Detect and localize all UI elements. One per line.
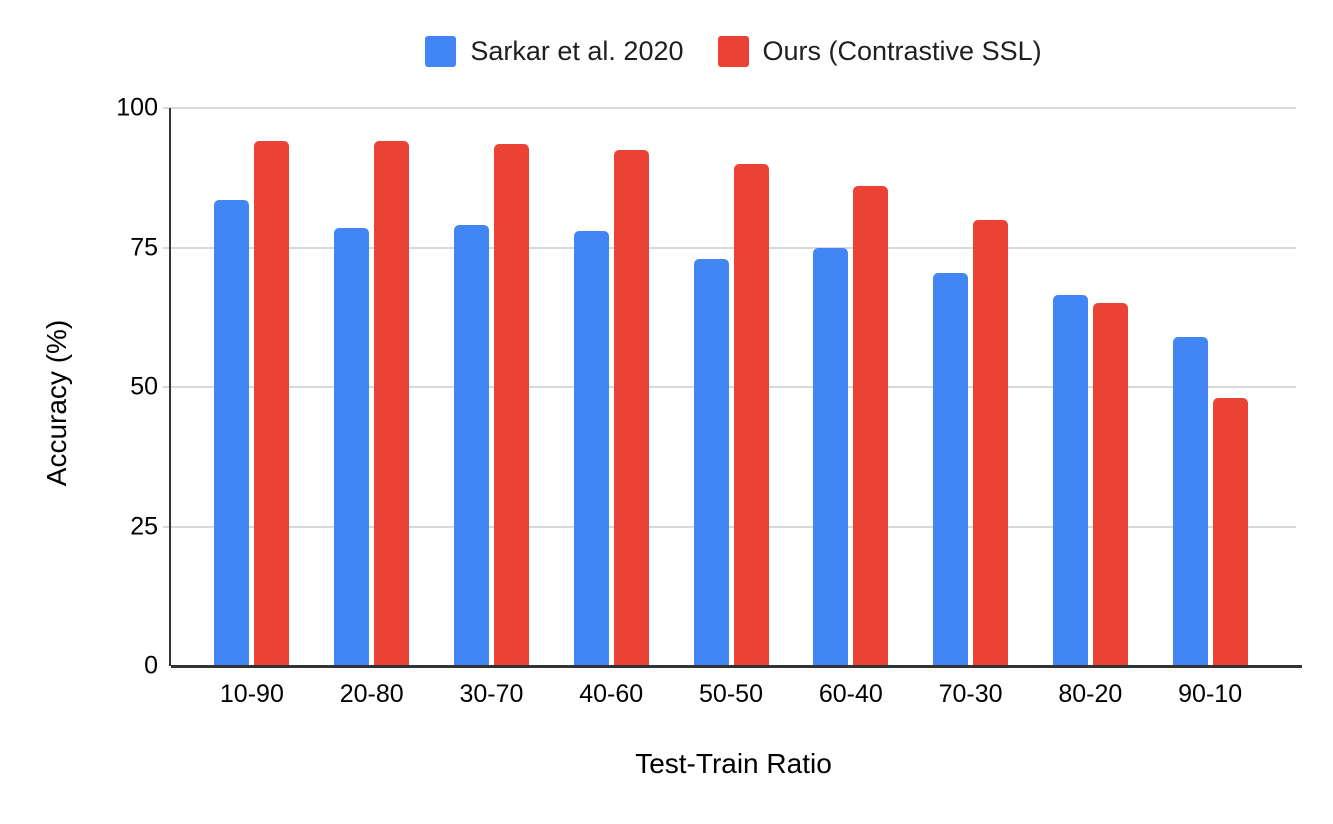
legend-label: Ours (Contrastive SSL): [762, 36, 1042, 66]
bar-pair-40-60: [573, 149, 649, 666]
y-axis-title: Accuracy (%): [41, 319, 72, 487]
bar-group-90-10: [1150, 108, 1270, 666]
plot-area: [163, 107, 1302, 668]
x-label-slot-30-70: 30-70: [432, 679, 552, 709]
bar-90-10-series2: [1212, 398, 1248, 666]
legend-label: Sarkar et al. 2020: [470, 36, 684, 66]
bar-60-40-series1: [813, 247, 849, 666]
bar-80-20-series2: [1092, 303, 1128, 666]
x-tick-label-70-30: 70-30: [938, 680, 1003, 708]
x-label-slot-50-50: 50-50: [671, 679, 791, 709]
x-tick-label-50-50: 50-50: [699, 680, 763, 708]
bar-pair-90-10: [1172, 336, 1248, 666]
y-tick-label-100: 100: [116, 93, 158, 122]
bar-80-20-series1: [1052, 294, 1088, 666]
bar-30-70-series1: [453, 225, 489, 666]
x-label-slot-60-40: 60-40: [791, 679, 911, 709]
x-label-slot-90-10: 90-10: [1150, 679, 1270, 709]
bar-group-70-30: [911, 108, 1031, 666]
x-tick-label-90-10: 90-10: [1178, 680, 1243, 708]
x-axis-title: Test-Train Ratio: [635, 748, 832, 779]
gridline-25: [163, 525, 1296, 528]
bar-70-30-series2: [973, 219, 1009, 666]
bar-group-20-80: [312, 108, 432, 666]
gridline-75: [163, 246, 1296, 249]
bars-row: [171, 108, 1296, 666]
bar-60-40-series2: [853, 186, 889, 666]
bar-40-60-series1: [573, 230, 609, 666]
legend-swatch: [717, 36, 749, 67]
bar-pair-60-40: [813, 186, 889, 666]
legend-item-1: Sarkar et al. 2020: [425, 36, 684, 67]
y-tick-label-25: 25: [130, 512, 158, 540]
bar-group-60-40: [791, 108, 911, 666]
bar-20-80-series1: [334, 227, 370, 666]
y-tick-label-50: 50: [130, 372, 158, 401]
x-axis-line: [171, 665, 1302, 668]
bar-pair-50-50: [693, 163, 769, 666]
x-tick-label-20-80: 20-80: [339, 680, 404, 708]
x-tick-label-10-90: 10-90: [219, 680, 284, 708]
bar-pair-30-70: [453, 144, 529, 666]
bar-10-90-series2: [254, 141, 290, 666]
bar-group-50-50: [671, 108, 791, 666]
x-tick-label-40-60: 40-60: [579, 680, 644, 708]
bar-pair-80-20: [1052, 294, 1128, 666]
bar-30-70-series2: [493, 144, 529, 666]
bar-group-30-70: [432, 108, 552, 666]
bar-pair-70-30: [933, 219, 1009, 666]
bar-40-60-series2: [613, 149, 649, 666]
gridline-100: [163, 107, 1296, 109]
bar-group-40-60: [551, 108, 671, 666]
legend-item-2: Ours (Contrastive SSL): [717, 36, 1042, 67]
y-tick-labels: 0 25 50 75 100: [0, 95, 158, 678]
x-label-slot-20-80: 20-80: [312, 679, 432, 709]
x-label-slot-70-30: 70-30: [911, 679, 1031, 709]
bar-20-80-series2: [374, 141, 410, 666]
y-tick-label-0: 0: [144, 651, 158, 680]
gridline-50: [163, 386, 1296, 388]
bar-10-90-series1: [214, 200, 250, 666]
x-tick-label-30-70: 30-70: [459, 680, 524, 708]
y-tick-label-75: 75: [130, 233, 158, 261]
x-label-slot-80-20: 80-20: [1030, 679, 1150, 709]
x-labels-row: 10-90 20-80 30-70 40-60 50-50 60-40 70-30 80-20…: [171, 679, 1296, 709]
bar-70-30-series1: [933, 272, 969, 666]
y-axis-line: [169, 108, 171, 666]
legend: Sarkar et al. 2020 Ours (Contrastive SSL): [171, 36, 1296, 67]
x-label-slot-10-90: 10-90: [192, 679, 312, 709]
x-tick-label-80-20: 80-20: [1058, 680, 1123, 708]
bar-50-50-series2: [733, 163, 769, 666]
legend-swatch: [425, 36, 457, 67]
x-tick-label-60-40: 60-40: [818, 680, 883, 708]
bar-group-80-20: [1030, 108, 1150, 666]
bar-pair-20-80: [334, 141, 410, 666]
bar-pair-10-90: [214, 141, 290, 666]
bar-90-10-series1: [1172, 336, 1208, 666]
bar-50-50-series1: [693, 258, 729, 666]
x-label-slot-40-60: 40-60: [551, 679, 671, 709]
bar-group-10-90: [192, 108, 312, 666]
